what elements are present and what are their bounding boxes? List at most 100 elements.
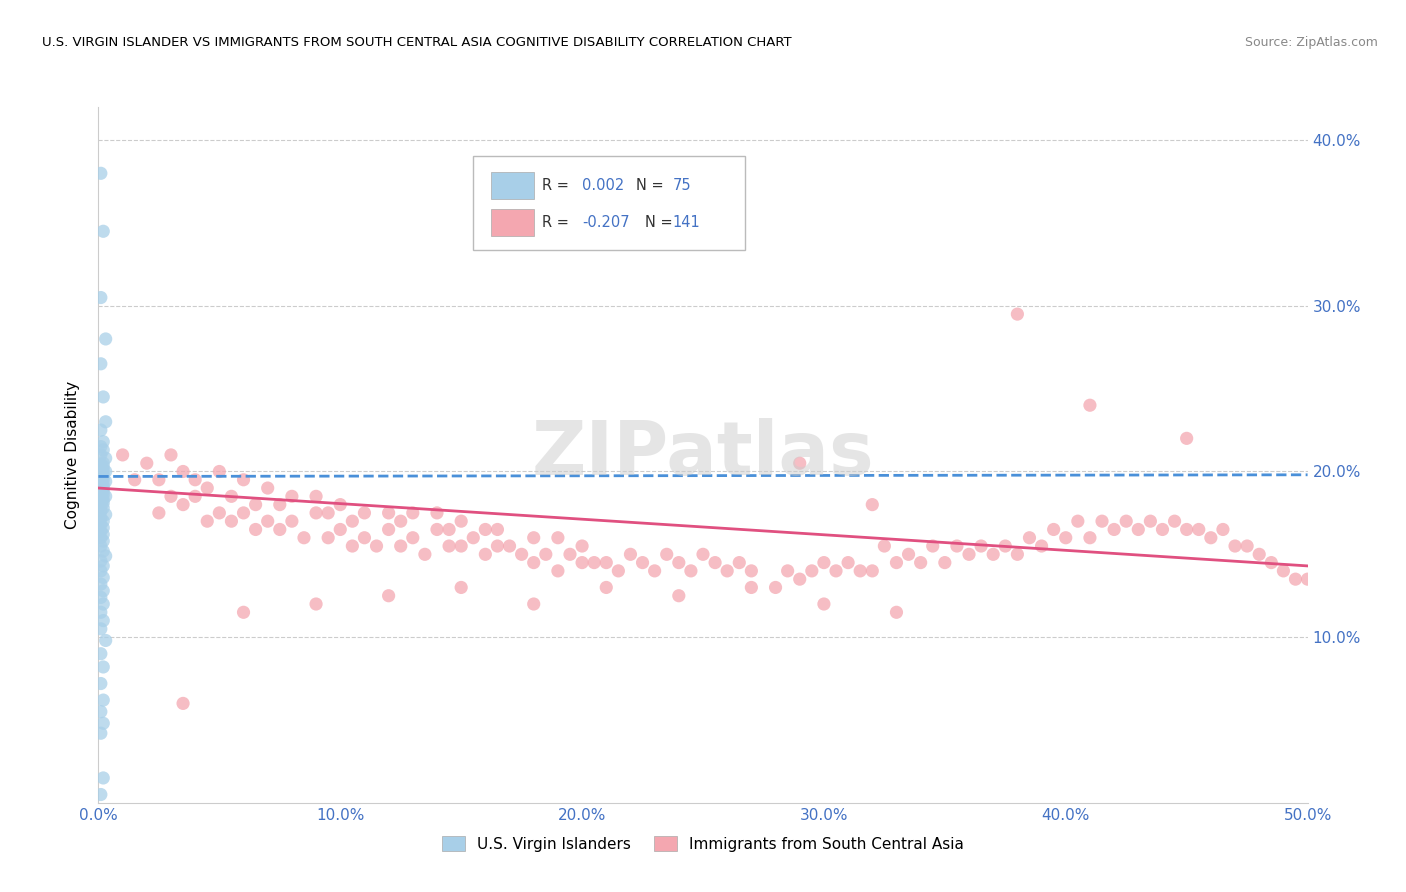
Point [292, 531, 315, 545]
Point [184, 473, 207, 487]
Point [90, 531, 112, 545]
Point [800, 564, 823, 578]
Point [91, 583, 114, 598]
Point [91, 488, 114, 502]
Point [1175, 523, 1198, 537]
Point [329, 523, 352, 537]
Text: -0.207: -0.207 [582, 215, 630, 230]
Point [94, 549, 117, 563]
Point [90, 498, 112, 512]
Point [91, 459, 114, 474]
Point [91, 224, 114, 238]
Point [90, 461, 112, 475]
Point [91, 434, 114, 449]
Point [716, 564, 738, 578]
Point [486, 523, 509, 537]
Point [91, 558, 114, 573]
Point [90, 676, 112, 690]
Point [692, 547, 714, 561]
Point [342, 539, 364, 553]
Point [316, 506, 339, 520]
Point [837, 556, 859, 570]
Point [1188, 523, 1211, 537]
Point [94, 332, 117, 346]
Point [377, 506, 399, 520]
Point [571, 539, 593, 553]
Point [208, 465, 231, 479]
Point [94, 465, 117, 479]
Point [946, 539, 969, 553]
Point [668, 589, 690, 603]
Point [873, 539, 896, 553]
Point [1212, 523, 1234, 537]
Point [94, 475, 117, 489]
Point [704, 556, 727, 570]
Point [90, 357, 112, 371]
Point [172, 465, 194, 479]
Point [1007, 547, 1029, 561]
Point [256, 514, 278, 528]
Point [849, 564, 872, 578]
Point [498, 539, 520, 553]
Point [813, 597, 835, 611]
Point [90, 471, 112, 485]
Point [91, 521, 114, 535]
Point [90, 166, 112, 180]
Point [90, 440, 112, 454]
Point [90, 467, 112, 482]
Point [160, 489, 183, 503]
Point [825, 564, 848, 578]
Point [765, 581, 787, 595]
Point [860, 498, 883, 512]
Point [1199, 531, 1222, 545]
Point [135, 456, 157, 470]
Point [402, 506, 425, 520]
Point [148, 473, 170, 487]
Point [813, 556, 835, 570]
Point [91, 442, 114, 457]
Point [486, 539, 509, 553]
Point [776, 564, 799, 578]
Point [437, 539, 460, 553]
FancyBboxPatch shape [474, 156, 745, 250]
Point [886, 605, 908, 619]
Point [679, 564, 702, 578]
Point [124, 473, 146, 487]
Point [90, 705, 112, 719]
Point [547, 531, 569, 545]
Point [547, 564, 569, 578]
Point [789, 572, 811, 586]
Point [897, 547, 920, 561]
Point [91, 496, 114, 510]
Text: ZIPatlas: ZIPatlas [531, 418, 875, 491]
Point [94, 489, 117, 503]
Point [90, 504, 112, 518]
Point [90, 448, 112, 462]
Point [450, 581, 472, 595]
Point [91, 492, 114, 507]
Point [389, 514, 412, 528]
Point [90, 479, 112, 493]
Point [1272, 564, 1295, 578]
Point [342, 514, 364, 528]
Text: N =: N = [637, 178, 664, 194]
Point [413, 547, 436, 561]
Point [90, 483, 112, 497]
Point [595, 556, 617, 570]
Point [91, 660, 114, 674]
Point [921, 539, 943, 553]
Point [437, 523, 460, 537]
Text: 141: 141 [672, 215, 700, 230]
Point [90, 524, 112, 538]
Point [740, 564, 762, 578]
Point [353, 506, 375, 520]
Point [281, 489, 304, 503]
Point [269, 498, 291, 512]
Point [91, 473, 114, 487]
Point [595, 581, 617, 595]
Point [1067, 514, 1090, 528]
Point [91, 463, 114, 477]
Point [91, 614, 114, 628]
Point [886, 556, 908, 570]
Point [91, 527, 114, 541]
